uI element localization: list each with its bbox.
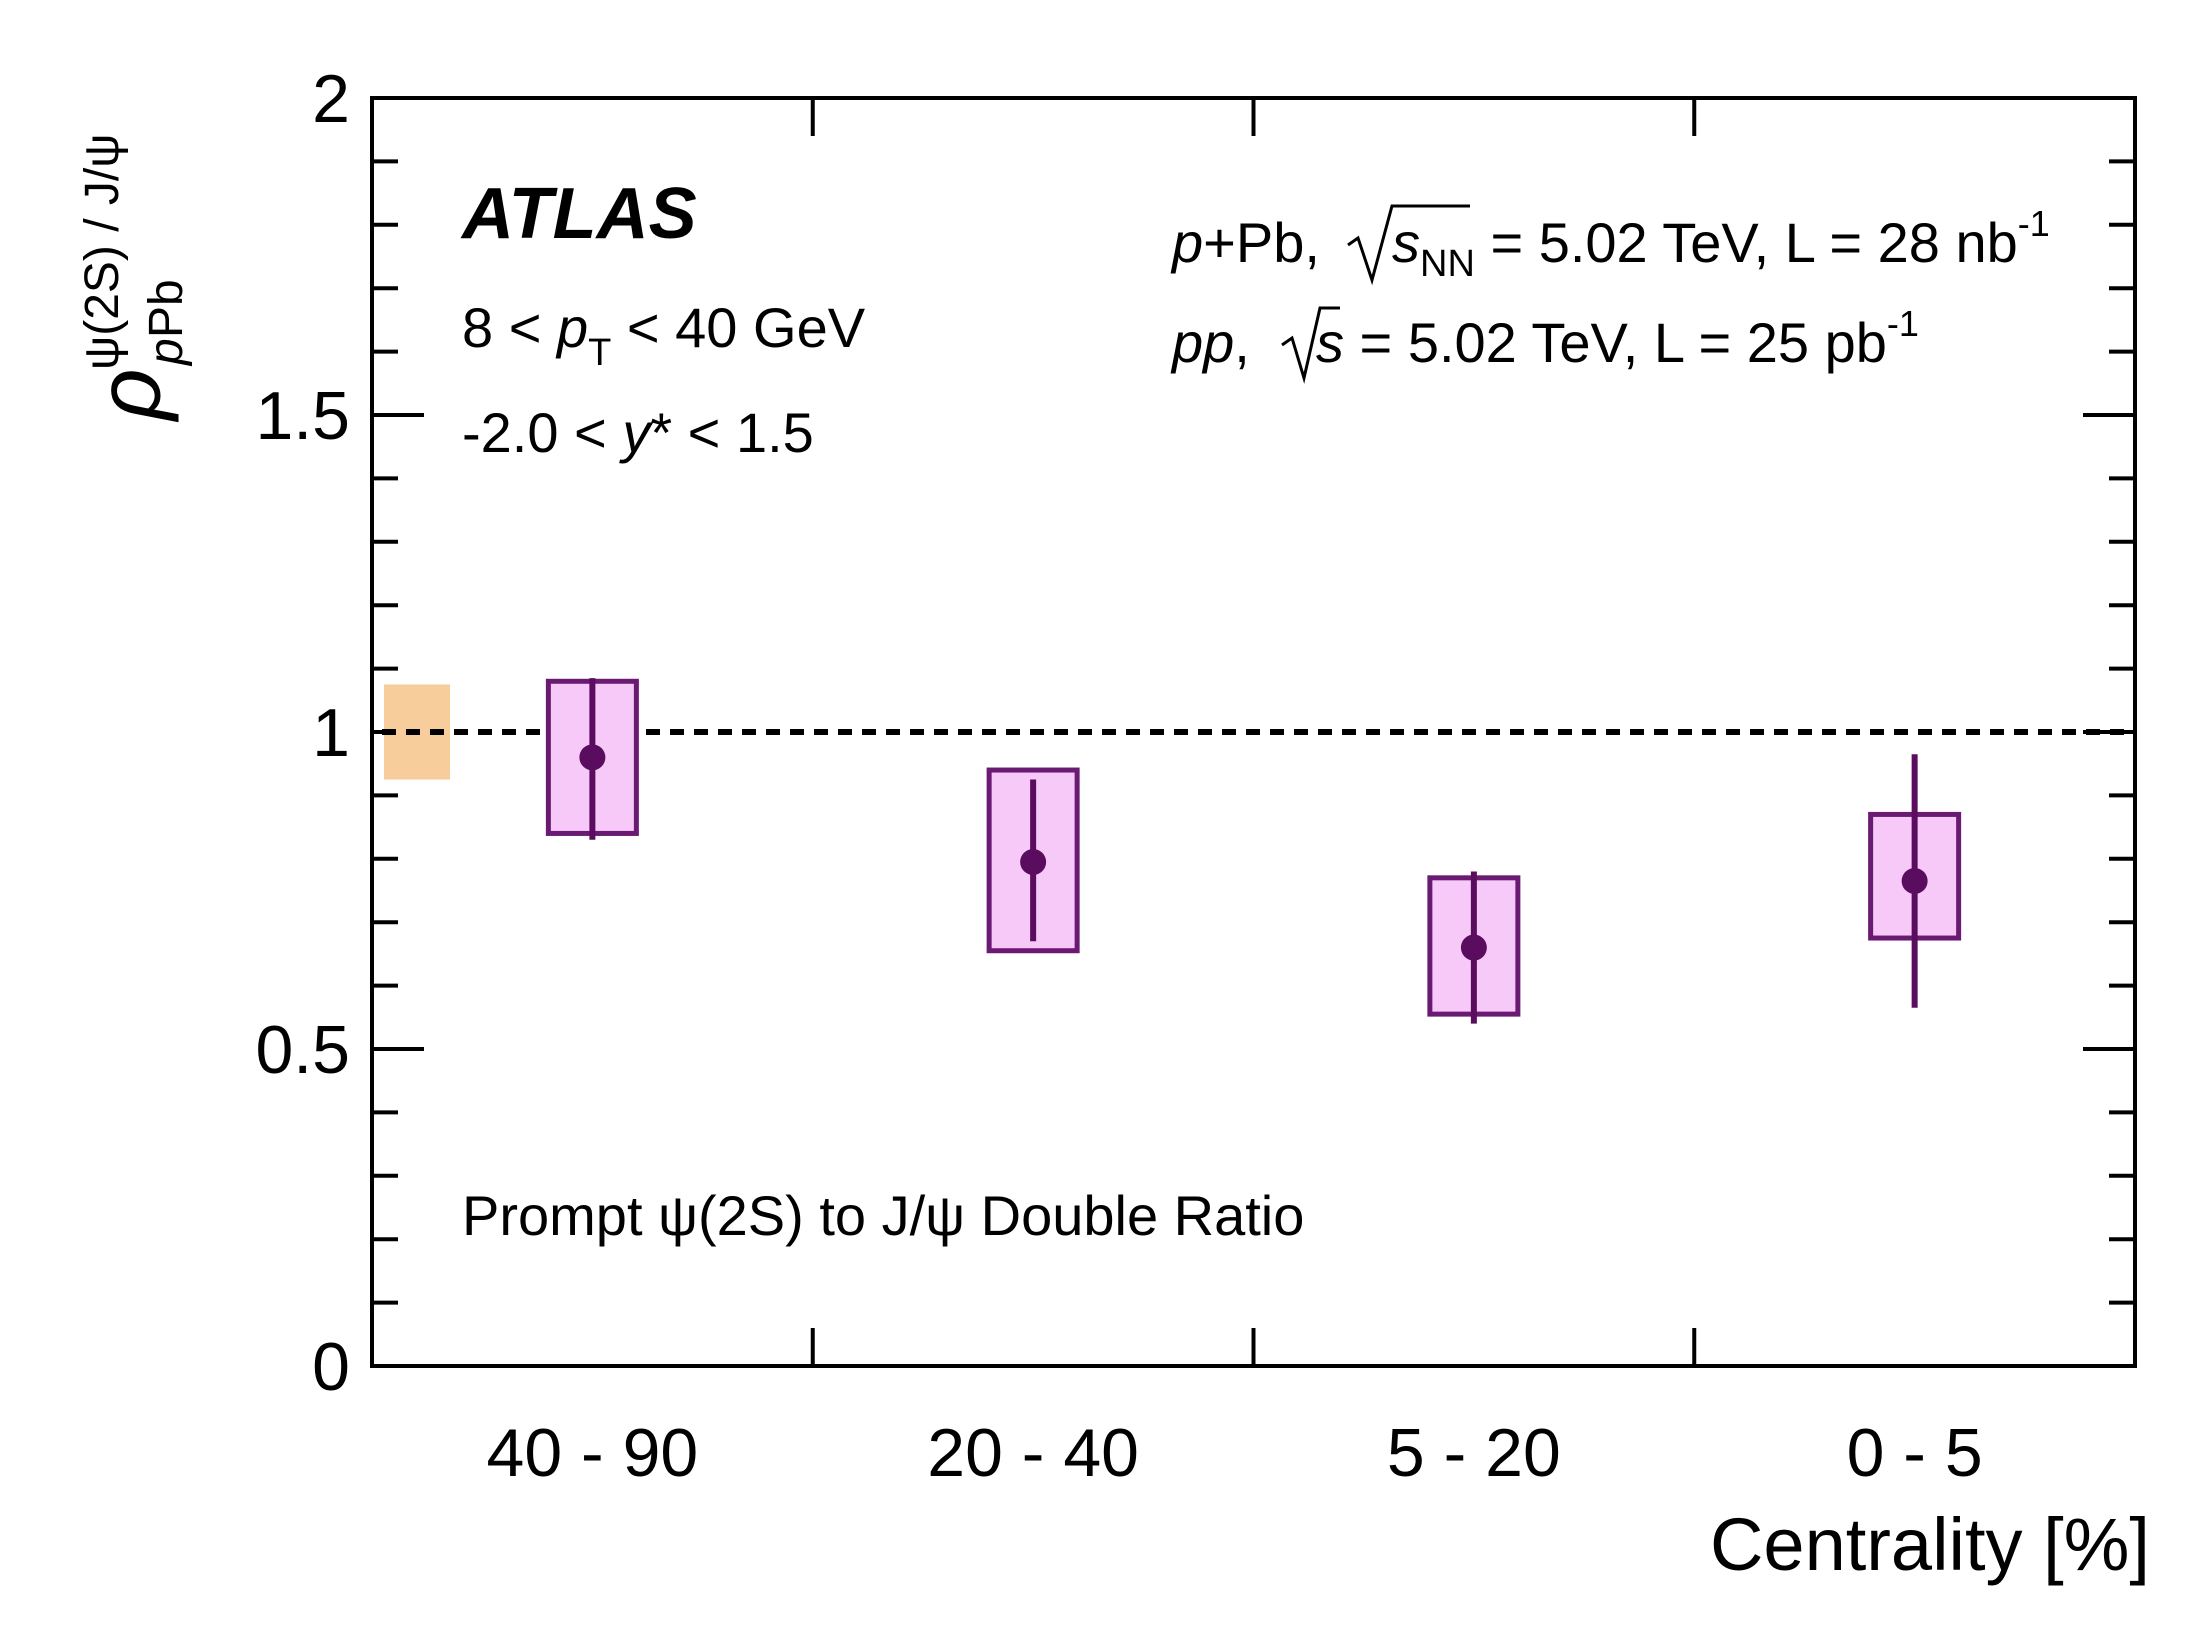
ppb-sup: -1 bbox=[2018, 203, 2050, 244]
ppb-sqrt-var: s bbox=[1392, 211, 1420, 274]
svg-text:s = 5.02 TeV, L = 25 pb-1: s = 5.02 TeV, L = 25 pb-1 bbox=[1316, 303, 1919, 374]
y-axis-symbol: ρ bbox=[80, 368, 180, 423]
rapidity-post: * < 1.5 bbox=[650, 401, 813, 464]
rapidity-range-label: -2.0 < y* < 1.5 bbox=[462, 401, 814, 464]
axis-ticks bbox=[372, 96, 2135, 1368]
x-tick-label: 20 - 40 bbox=[927, 1415, 1139, 1491]
y-tick-label: 0.5 bbox=[255, 1012, 350, 1088]
svg-text:p+Pb,: p+Pb, bbox=[1170, 211, 1320, 274]
sqrt-sign-pp bbox=[1281, 306, 1340, 384]
data-marks bbox=[545, 678, 1962, 1024]
pp-var: pp bbox=[1170, 311, 1234, 374]
x-axis-title: Centrality [%] bbox=[1710, 1503, 2150, 1586]
x-tick-label: 0 - 5 bbox=[1847, 1415, 1983, 1491]
pt-range-pre: 8 < bbox=[462, 296, 557, 359]
data-point bbox=[579, 744, 606, 771]
ppb-dataset-label: p+Pb, sNN = 5.02 TeV, L = 28 nb-1 bbox=[1170, 203, 2050, 286]
sqrt-sign-ppb bbox=[1347, 204, 1470, 286]
pt-range-sub: T bbox=[588, 332, 611, 374]
y-tick-label: 2 bbox=[312, 61, 350, 137]
x-tick-label: 5 - 20 bbox=[1387, 1415, 1561, 1491]
atlas-label: ATLAS bbox=[460, 174, 697, 254]
y-axis-superscript: ψ(2S) / J/ψ bbox=[76, 134, 129, 370]
pp-dataset-label: pp, s = 5.02 TeV, L = 25 pb-1 bbox=[1170, 303, 1919, 384]
y-axis-subscript: Pb bbox=[140, 279, 193, 338]
y-tick-label: 1 bbox=[312, 695, 350, 771]
y-tick-labels: 0 0.5 1 1.5 2 bbox=[255, 61, 350, 1405]
rapidity-var: y bbox=[618, 401, 653, 464]
ppb-text1: +Pb, bbox=[1203, 211, 1320, 274]
pp-sup: -1 bbox=[1887, 303, 1919, 344]
x-tick-label: 40 - 90 bbox=[487, 1415, 699, 1491]
pp-sqrt-var: s bbox=[1316, 311, 1344, 374]
y-tick-label: 1.5 bbox=[255, 378, 350, 454]
data-point bbox=[1020, 848, 1047, 875]
pt-range-var: p bbox=[555, 296, 588, 359]
ppb-var: p bbox=[1170, 211, 1203, 274]
pt-range-label: 8 < pT < 40 GeV bbox=[462, 296, 866, 374]
pt-range-post: < 40 GeV bbox=[611, 296, 865, 359]
y-axis-subscript-italic: p bbox=[140, 338, 193, 367]
pp-text1: , bbox=[1234, 311, 1250, 374]
svg-text:sNN = 5.02 TeV, L = 28 nb-1: sNN = 5.02 TeV, L = 28 nb-1 bbox=[1392, 203, 2050, 285]
svg-text:pp,: pp, bbox=[1170, 311, 1250, 374]
legend-label: Prompt ψ(2S) to J/ψ Double Ratio bbox=[462, 1184, 1304, 1247]
ppb-sqrt-sub: NN bbox=[1420, 243, 1475, 285]
pp-text2: = 5.02 TeV, L = 25 pb bbox=[1344, 311, 1887, 374]
data-point bbox=[1901, 867, 1928, 894]
rapidity-pre: -2.0 < bbox=[462, 401, 622, 464]
data-point bbox=[1460, 934, 1487, 961]
ppb-text2: = 5.02 TeV, L = 28 nb bbox=[1475, 211, 2018, 274]
x-tick-labels: 40 - 90 20 - 40 5 - 20 0 - 5 bbox=[487, 1415, 1983, 1491]
plot-frame bbox=[370, 96, 2137, 1368]
y-tick-label: 0 bbox=[312, 1329, 350, 1405]
y-axis-title: ρ ψ(2S) / J/ψ p Pb bbox=[76, 134, 193, 423]
